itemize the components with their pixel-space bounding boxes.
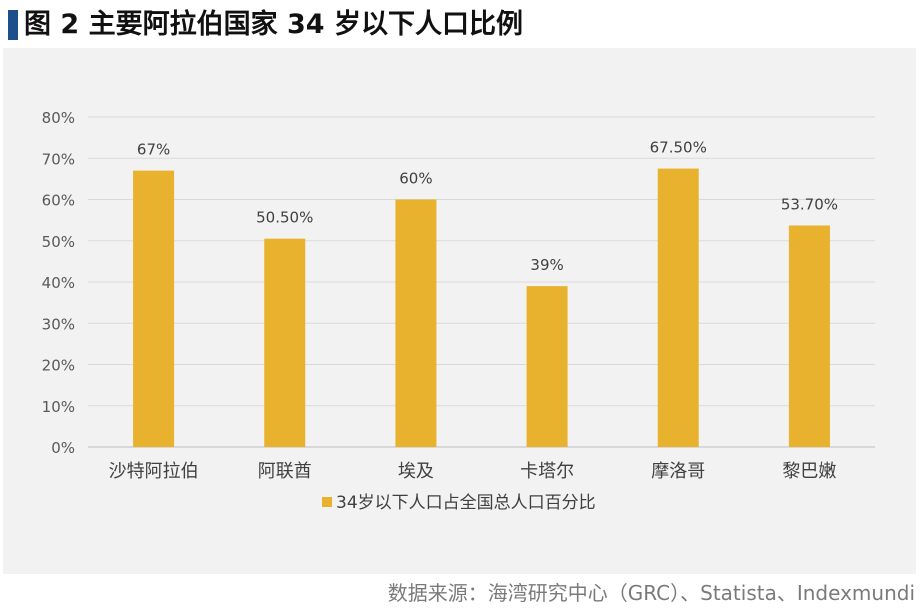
data-label: 53.70%	[781, 195, 838, 213]
y-tick-label: 80%	[42, 109, 75, 127]
x-tick-label: 黎巴嫩	[782, 461, 836, 482]
y-tick-label: 70%	[42, 150, 75, 168]
y-tick-label: 0%	[51, 439, 75, 457]
legend: 34岁以下人口占全国总人口百分比	[322, 493, 596, 513]
bars: 67% 50.50% 60% 39% 67.50% 53.70%	[133, 139, 838, 447]
page-title: 图 2 主要阿拉伯国家 34 岁以下人口比例	[24, 9, 523, 40]
data-label: 39%	[530, 256, 563, 274]
y-tick-label: 60%	[42, 192, 75, 210]
y-tick-label: 20%	[42, 357, 75, 375]
y-axis: 0% 10% 20% 30% 40% 50% 60% 70% 80%	[42, 109, 75, 457]
data-label: 67.50%	[650, 139, 707, 157]
chart-panel: 0% 10% 20% 30% 40% 50% 60% 70% 80% 67% 50.50% 60% 3…	[3, 48, 916, 574]
bar-chart: 0% 10% 20% 30% 40% 50% 60% 70% 80% 67% 50.50% 60% 3…	[42, 109, 875, 513]
bar	[395, 199, 437, 447]
legend-label: 34岁以下人口占全国总人口百分比	[336, 493, 596, 513]
y-tick-label: 50%	[42, 233, 75, 251]
bar	[657, 168, 699, 447]
y-tick-label: 30%	[42, 315, 75, 333]
source-note: 数据来源：海湾研究中心（GRC）、Statista、Indexmundi	[387, 581, 915, 605]
x-tick-label: 沙特阿拉伯	[109, 461, 199, 482]
data-label: 67%	[137, 141, 170, 159]
x-tick-label: 埃及	[398, 461, 434, 482]
bar	[264, 238, 306, 447]
y-tick-label: 10%	[42, 398, 75, 416]
bar	[526, 286, 568, 447]
data-label: 60%	[399, 170, 432, 188]
y-tick-label: 40%	[42, 274, 75, 292]
legend-swatch	[322, 497, 332, 507]
bar	[133, 170, 175, 447]
bar	[788, 225, 830, 447]
x-tick-label: 阿联酋	[258, 461, 312, 482]
grid-lines	[88, 116, 875, 448]
x-tick-label: 摩洛哥	[651, 461, 705, 482]
title-accent-bar	[8, 10, 18, 40]
x-tick-label: 卡塔尔	[520, 461, 574, 482]
x-axis: 沙特阿拉伯 阿联酋 埃及 卡塔尔 摩洛哥 黎巴嫩	[109, 461, 837, 482]
data-label: 50.50%	[256, 209, 313, 227]
